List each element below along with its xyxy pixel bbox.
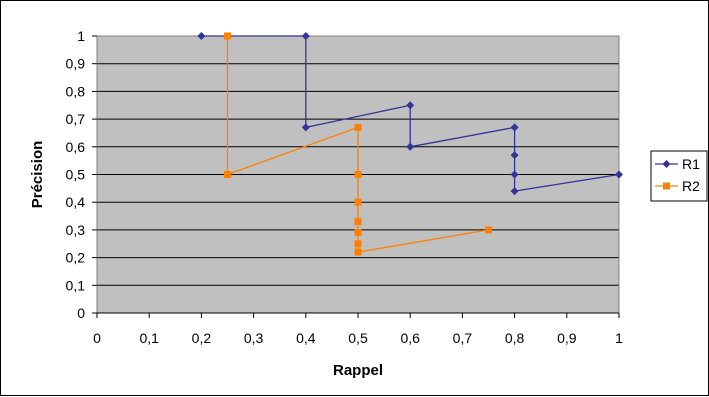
y-axis-title: Précision — [29, 141, 46, 209]
data-point — [301, 32, 310, 40]
y-tick-label: 0,5 — [66, 167, 86, 183]
data-point — [406, 142, 415, 151]
data-point — [354, 218, 362, 226]
data-point — [354, 240, 362, 248]
x-tick-label: 0,4 — [296, 330, 316, 346]
x-tick-label: 0,9 — [557, 330, 577, 346]
x-tick-label: 0,8 — [505, 330, 525, 346]
x-tick-label: 0 — [93, 330, 101, 346]
x-tick-label: 0,3 — [244, 330, 264, 346]
data-point — [224, 32, 231, 40]
x-tick-label: 0,7 — [453, 330, 473, 346]
y-tick-label: 0,7 — [66, 111, 86, 127]
legend-item-r1: R1 — [655, 156, 700, 172]
legend-marker — [663, 182, 670, 190]
y-tick-label: 0,1 — [66, 277, 86, 293]
x-axis-ticks: 0 0,1 0,2 0,3 0,4 0,5 0,6 0,7 0,8 0,9 1 — [93, 312, 623, 346]
x-tick-label: 0,2 — [192, 330, 212, 346]
data-point — [197, 32, 206, 40]
y-tick-label: 1 — [77, 28, 85, 44]
legend-box — [650, 150, 708, 202]
x-tick-label: 0,1 — [139, 330, 159, 346]
data-point — [354, 123, 362, 131]
y-tick-label: 0,6 — [66, 139, 86, 155]
data-point — [615, 170, 623, 179]
data-point — [354, 171, 362, 178]
legend-label: R2 — [682, 178, 700, 194]
data-point — [485, 226, 492, 234]
x-axis-title: Rappel — [333, 362, 383, 379]
y-tick-label: 0,9 — [66, 56, 86, 72]
legend-label: R1 — [682, 156, 700, 172]
data-point — [406, 101, 415, 110]
y-axis-ticks: 0 0,1 0,2 0,3 0,4 0,5 0,6 0,7 0,8 0,9 1 — [66, 28, 97, 321]
y-tick-label: 0,8 — [66, 83, 86, 99]
y-tick-label: 0,2 — [66, 250, 86, 266]
legend-marker — [662, 160, 671, 168]
y-tick-label: 0,4 — [66, 194, 86, 210]
data-point — [354, 198, 362, 206]
x-tick-label: 0,5 — [348, 330, 368, 346]
data-point — [354, 248, 362, 256]
series-line — [226, 36, 489, 253]
x-tick-label: 0,6 — [400, 330, 420, 346]
x-tick-label: 1 — [615, 330, 623, 346]
data-point — [354, 229, 362, 237]
data-point — [301, 123, 310, 132]
y-tick-label: 0 — [77, 305, 85, 321]
y-tick-label: 0,3 — [66, 222, 86, 238]
legend-item-r2: R2 — [655, 178, 700, 194]
series-r2 — [224, 32, 492, 256]
data-point — [224, 171, 231, 178]
series-line — [201, 35, 620, 192]
